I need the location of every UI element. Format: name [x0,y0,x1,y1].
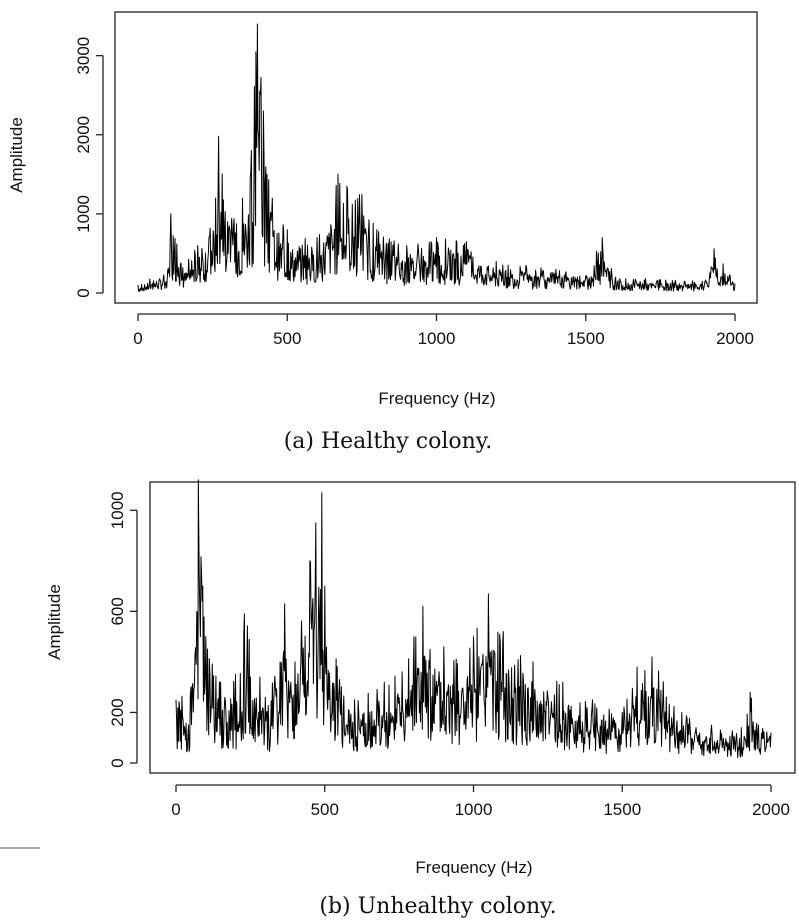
spectrum-line [138,24,735,291]
x-tick-label: 1500 [603,800,641,819]
y-tick-label: 600 [108,597,127,625]
y-axis-label: Amplitude [45,584,64,660]
chart-panel-b: 0 500 1000 1500 2000 0 200 600 1000 Frequency (Hz… [45,480,795,919]
y-tick-label: 0 [74,288,93,297]
x-tick-label: 1000 [418,329,456,348]
x-tick-label: 500 [311,800,339,819]
y-tick-label: 2000 [74,116,93,154]
x-axis-label: Frequency (Hz) [378,389,495,408]
x-tick-label: 0 [171,800,180,819]
y-tick-label: 1000 [108,491,127,529]
x-tick-label: 2000 [752,800,790,819]
x-tick-label: 500 [273,329,301,348]
y-tick-label: 0 [108,758,127,767]
y-axis-label: Amplitude [7,117,26,193]
chart-panel-a: 0 500 1000 1500 2000 0 1000 2000 3000 Frequency (… [7,12,757,454]
y-tick-label: 200 [108,698,127,726]
x-tick-label: 2000 [716,329,754,348]
figure-caption: (b) Unhealthy colony. [319,894,556,919]
x-axis-label: Frequency (Hz) [415,858,532,877]
figure-caption: (a) Healthy colony. [284,429,493,454]
x-tick-label: 1500 [567,329,605,348]
x-tick-label: 1000 [455,800,493,819]
y-tick-label: 3000 [74,37,93,75]
spectrum-line [176,480,771,758]
plot-frame [150,482,795,773]
y-tick-label: 1000 [74,195,93,233]
x-tick-label: 0 [133,329,142,348]
